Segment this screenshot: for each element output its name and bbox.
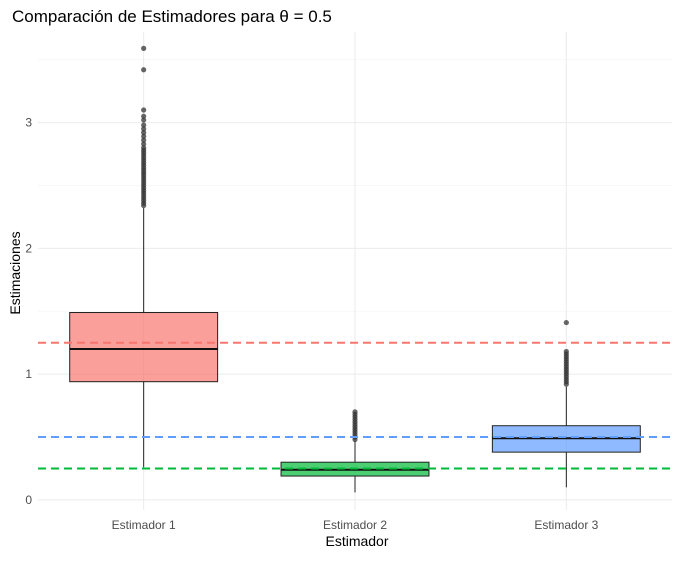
box-group [280, 409, 430, 493]
outlier-point [141, 107, 147, 113]
y-tick-label: 1 [25, 367, 32, 381]
reference-lines [38, 341, 672, 470]
y-tick-label: 2 [25, 241, 32, 255]
outlier-point [141, 145, 147, 151]
x-tick-label: Estimador 3 [534, 518, 598, 532]
box-group [491, 319, 641, 488]
outlier-point [141, 113, 147, 119]
x-tick-label: Estimador 1 [112, 518, 176, 532]
outlier-point [141, 130, 147, 136]
x-axis-ticks: Estimador 1 Estimador 2 Estimador 3 [112, 518, 599, 532]
outlier-point [141, 137, 147, 143]
box [69, 312, 219, 383]
x-tick-label: Estimador 2 [323, 518, 387, 532]
y-axis-ticks: 0 1 2 3 [25, 116, 32, 507]
boxes [69, 45, 641, 493]
y-tick-label: 0 [25, 493, 32, 507]
outlier-point [563, 319, 569, 326]
outlier-point [141, 122, 147, 128]
outlier-point [141, 126, 147, 132]
y-tick-label: 3 [25, 116, 32, 130]
outlier-point [563, 348, 569, 355]
outlier-point [141, 141, 147, 147]
outlier-point [141, 133, 147, 140]
y-axis-title: Estimaciones [7, 231, 23, 314]
outlier-point [141, 117, 147, 123]
x-axis-title: Estimador [325, 533, 388, 549]
outlier-point [141, 45, 147, 51]
chart-title: Comparación de Estimadores para θ = 0.5 [12, 7, 332, 26]
outlier-point [141, 67, 147, 73]
outlier-point [352, 409, 358, 415]
box-group [69, 45, 219, 468]
